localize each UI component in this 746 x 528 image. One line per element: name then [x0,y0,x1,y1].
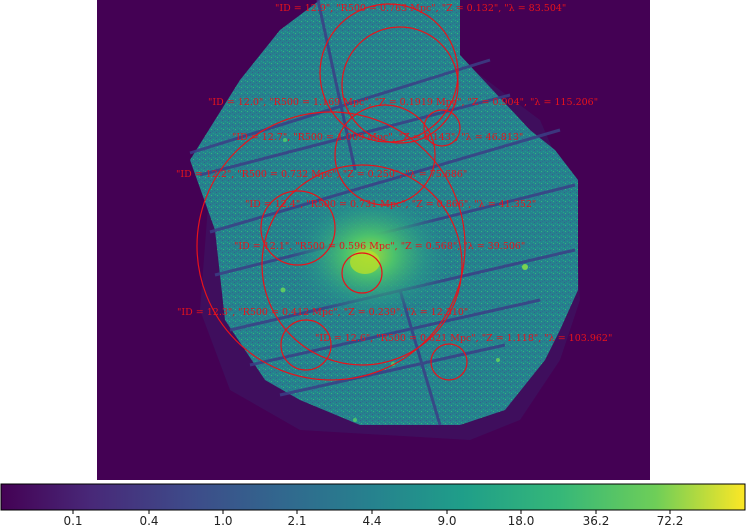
annotation-label: "ID = 12.6", "R500 = 0.621 Mpc", "Z = 1.… [315,333,612,344]
cluster-circle-12-9-inner [341,26,459,144]
colorbar-tick-label: 4.4 [362,514,381,528]
colorbar-tick-label: 9.0 [437,514,456,528]
point-source [353,418,357,422]
annotation-label: "ID = 12.4", "R500 = 0.731 Mpc", "Z = 0.… [245,199,536,210]
annotation-labels: "ID = 12.9", "R500 = 0.763 Mpc", "Z = 0.… [176,3,612,344]
annotation-label: "ID = 12.9", "R500 = 0.763 Mpc", "Z = 0.… [275,3,566,14]
point-source [522,264,528,270]
annotation-label: "ID = 12.2", "R500 = 0.732 Mpc", "Z = 0.… [176,169,467,180]
cluster-circle-12-7 [261,164,463,366]
colorbar-tick-labels: 0.1 0.4 1.0 2.1 4.4 9.0 18.0 36.2 72.2 [63,514,683,528]
colorbar-tick-label: 18.0 [508,514,535,528]
colorbar-tick-label: 36.2 [583,514,610,528]
colorbar [0,483,746,511]
colorbar-tick-label: 72.2 [657,514,684,528]
annotation-label: "ID = 12.0", "R500 = 1.169 Mpc", "Z = 0.… [208,97,598,108]
colorbar-tick-label: 0.4 [139,514,158,528]
annotation-label: "ID = 12.7", "R500 = 1.009 Mpc", "Z = 0.… [232,132,523,143]
cluster-circle-12-4 [260,190,336,266]
annotation-circles [196,3,468,381]
annotation-label: "ID = 12.3", "R500 = 0.412 Mpc", "Z = 0.… [177,307,468,318]
cluster-circle-12-2 [334,104,436,206]
colorbar-ticks [72,510,671,514]
point-source [280,287,286,293]
colorbar-tick-label: 2.1 [287,514,306,528]
point-source [496,358,500,362]
cluster-circle-12-6 [430,343,468,381]
cluster-circle-12-0 [196,111,466,381]
cluster-circle-12-3 [280,319,332,371]
point-source [283,138,287,142]
annotation-label: "ID = 12.1", "R500 = 0.596 Mpc", "Z = 0.… [234,241,525,252]
cluster-circle-12-5 [423,109,461,147]
colorbar-tick-label: 1.0 [213,514,232,528]
colorbar-tick-label: 0.1 [63,514,82,528]
cluster-circle-12-1 [341,252,383,294]
